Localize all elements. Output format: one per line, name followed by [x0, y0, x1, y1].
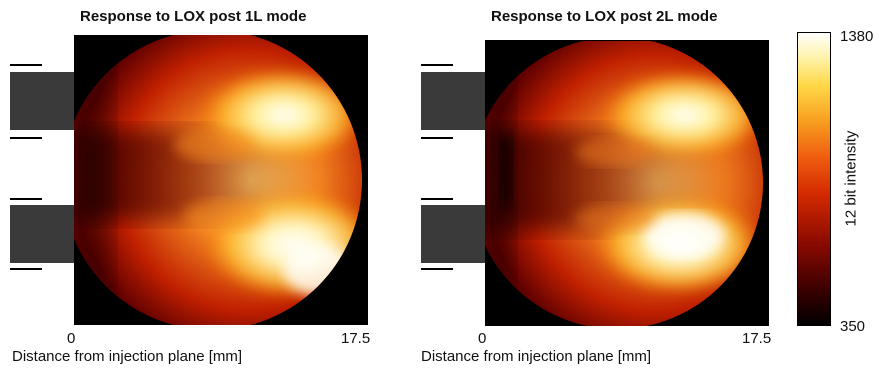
colorbar-min-label: 350 [840, 318, 866, 335]
panel-1-x-axis-label: Distance from injection plane [mm] [12, 348, 243, 365]
panel-1-title: Response to LOX post 1L mode [80, 8, 307, 25]
colorbar [797, 32, 831, 326]
colorbar-axis-label: 12 bit intensity [842, 130, 860, 227]
injector-line [10, 137, 42, 139]
panel-1-x-tick-max: 17.5 [341, 330, 371, 347]
injector-line [421, 64, 453, 66]
panel-2-image [485, 40, 769, 326]
injector-line [421, 268, 453, 270]
injector-line [421, 198, 453, 200]
panel-2-title: Response to LOX post 2L mode [491, 8, 718, 25]
panel-2-x-tick-min: 0 [478, 330, 487, 347]
panel-2-x-tick-max: 17.5 [742, 330, 772, 347]
injector-post-lower [421, 205, 485, 263]
injector-post-upper [10, 72, 74, 130]
injector-post-upper [421, 72, 485, 130]
injector-post-lower [10, 205, 74, 263]
injector-line [421, 137, 453, 139]
panel-1-image [74, 35, 368, 325]
injector-line [10, 198, 42, 200]
panel-2-x-axis-label: Distance from injection plane [mm] [421, 348, 652, 365]
colorbar-max-label: 1380 [840, 28, 874, 45]
panel-1-x-tick-min: 0 [67, 330, 76, 347]
panel-2-top-axis [485, 40, 769, 41]
injector-line [10, 268, 42, 270]
injector-line [10, 64, 42, 66]
